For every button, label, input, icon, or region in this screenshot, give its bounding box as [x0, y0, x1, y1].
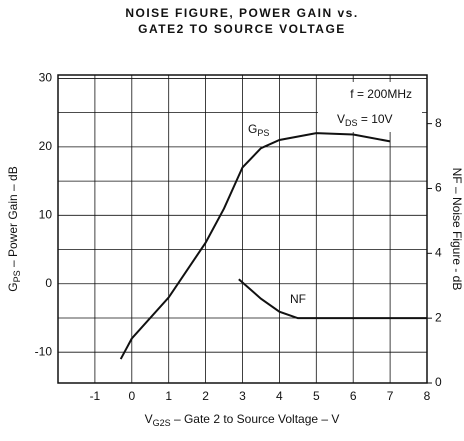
y-label-part: G	[6, 282, 20, 291]
x-tick-label: -1	[90, 389, 101, 403]
x-tick-label: 5	[313, 389, 320, 403]
chart-title: NOISE FIGURE, POWER GAIN vs.	[125, 6, 358, 20]
annotation-sub: DS	[345, 118, 358, 128]
annotation: f = 200MHz	[350, 87, 412, 101]
annotation-sub: PS	[257, 128, 269, 138]
y2-tick-label: 4	[435, 245, 442, 259]
x-label-part: – Gate 2 to Source Voltage – V	[171, 412, 340, 426]
series-line	[119, 132, 391, 360]
x-tick-label: 4	[276, 389, 283, 403]
annotation-part: G	[248, 122, 257, 136]
y-tick-label: 0	[45, 276, 52, 290]
x-tick-label: 2	[202, 389, 209, 403]
x-label-part: V	[145, 412, 153, 426]
x-tick-label: 1	[165, 389, 172, 403]
y-axis-label: GPS – Power Gain – dB	[6, 166, 22, 291]
y-tick-label: 10	[39, 207, 53, 221]
annotation-box	[318, 82, 422, 132]
y2-axis-label: NF – Noise Figure - dB	[450, 168, 464, 291]
chart-title: GATE2 TO SOURCE VOLTAGE	[138, 22, 346, 36]
annotation-part: V	[337, 112, 345, 126]
x-tick-label: 3	[239, 389, 246, 403]
y2-tick-label: 2	[435, 310, 442, 324]
y2-tick-label: 0	[435, 375, 442, 389]
annotation-part: = 10V	[358, 112, 393, 126]
x-tick-label: 7	[387, 389, 394, 403]
series-label: GPS	[248, 122, 269, 138]
x-tick-label: 0	[128, 389, 135, 403]
series-label: NF	[290, 292, 306, 306]
x-tick-label: 8	[424, 389, 431, 403]
y2-tick-label: 8	[435, 116, 442, 130]
y2-tick-label: 6	[435, 181, 442, 195]
y-tick-label: 20	[39, 139, 53, 153]
series-line	[238, 278, 427, 320]
x-label-sub: G2S	[153, 418, 171, 428]
y-tick-label: -10	[35, 344, 53, 358]
y-label-part: – Power Gain – dB	[6, 166, 20, 270]
x-axis-label: VG2S – Gate 2 to Source Voltage – V	[145, 412, 340, 428]
y-tick-label: 30	[39, 71, 53, 85]
annotation: VDS = 10V	[337, 112, 393, 128]
y-label-sub: PS	[12, 270, 22, 282]
x-tick-label: 6	[350, 389, 357, 403]
